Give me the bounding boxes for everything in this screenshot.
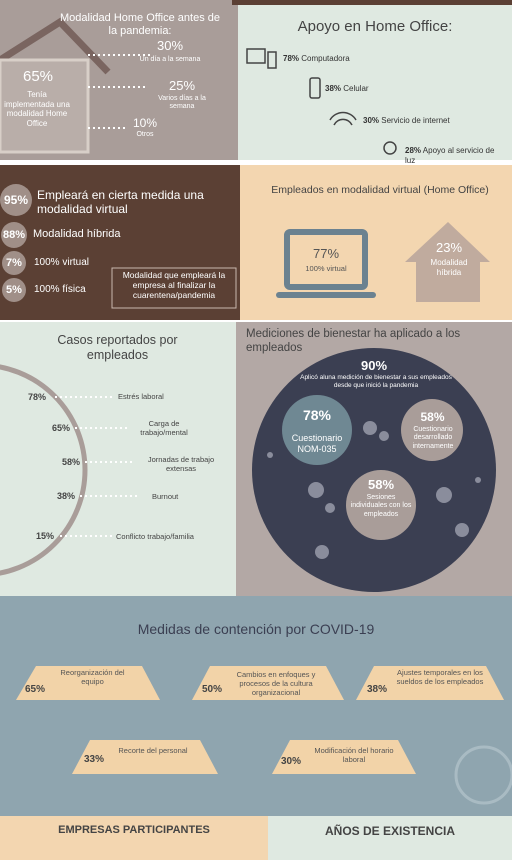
percent: 10% — [132, 116, 158, 130]
support-item: 30% Servicio de internet — [363, 116, 450, 126]
label: Celular — [343, 84, 369, 93]
percent: 25% — [168, 78, 196, 93]
label: Un día a la semana — [139, 56, 201, 63]
label: Computadora — [301, 54, 350, 63]
percent: 58% — [367, 477, 395, 492]
label: 100% virtual — [34, 257, 90, 268]
percent: 38% — [367, 684, 388, 695]
percent: 30% — [156, 38, 184, 53]
label: Recorte del personal — [118, 746, 188, 755]
label: Ajustes temporales en los sueldos de los… — [396, 668, 484, 686]
label: Modalidad híbrida — [430, 258, 468, 277]
section-title: Medidas de contención por COVID-19 — [137, 621, 375, 637]
percent: 28% — [405, 146, 422, 155]
support-item: 38% Celular — [325, 84, 369, 94]
support-item: 78% Computadora — [283, 54, 350, 64]
section-title: Empleados en modalidad virtual (Home Off… — [271, 184, 489, 196]
label: Sesiones individuales con los empleados — [350, 494, 412, 518]
label: Tenía implementada una modalidad Home Of… — [4, 90, 70, 128]
section-title: Modalidad Home Office antes de la pandem… — [60, 12, 220, 38]
percent: 30% — [363, 116, 380, 125]
label: Estrés laboral — [118, 392, 164, 401]
percent: 77% — [312, 246, 340, 261]
percent: 65% — [25, 684, 46, 695]
percent: 58% — [420, 410, 445, 424]
percent: 78% — [302, 407, 332, 423]
percent: 78% — [283, 54, 300, 63]
label: Empleará en cierta medida una modalidad … — [37, 188, 204, 217]
label: Cuestionario NOM-035 — [291, 433, 343, 454]
percent: 65% — [52, 423, 71, 433]
percent: 65% — [22, 68, 54, 85]
label: Carga de trabajo/mental — [140, 419, 188, 437]
percent: 88% — [2, 229, 26, 241]
percent: 5% — [6, 284, 22, 296]
footer-title: AÑOS DE EXISTENCIA — [324, 824, 456, 838]
percent: 30% — [281, 756, 302, 767]
label: Cuestionario desarrollado internamente — [412, 426, 454, 450]
section-title: Mediciones de bienestar ha aplicado a lo… — [246, 328, 461, 354]
label: 100% física — [34, 284, 86, 295]
note: Modalidad que empleará la empresa al fin… — [122, 270, 226, 301]
section-title: Apoyo en Home Office: — [297, 18, 453, 35]
percent: 33% — [84, 754, 105, 765]
label: Modalidad híbrida — [33, 228, 121, 240]
percent: 15% — [36, 531, 55, 541]
label: Servicio de internet — [381, 116, 450, 125]
percent: 90% — [360, 358, 388, 373]
percent: 38% — [325, 84, 342, 93]
label: Jornadas de trabajo extensas — [147, 455, 215, 473]
label: Cambios en enfoques y procesos de la cul… — [236, 670, 316, 697]
label: Conflicto trabajo/familia — [116, 532, 194, 541]
percent: 58% — [62, 457, 81, 467]
label: Aplicó aluna medición de bienestar a sus… — [300, 374, 452, 389]
percent: 7% — [6, 257, 22, 269]
label: Otros — [136, 131, 154, 138]
label: Varios días a la semana — [158, 95, 206, 111]
percent: 38% — [57, 491, 76, 501]
percent: 78% — [28, 392, 47, 402]
percent: 95% — [3, 193, 29, 207]
label: Apoyo al servicio de luz — [405, 146, 495, 165]
footer-title: EMPRESAS PARTICIPANTES — [58, 824, 210, 836]
percent: 50% — [202, 684, 223, 695]
section-title: Casos reportados por empleados — [57, 333, 178, 362]
support-item: 28% Apoyo al servicio de luz — [405, 146, 505, 165]
label: Reorganización del equipo — [60, 668, 125, 686]
label: Burnout — [152, 492, 179, 501]
label: Modificación del horario laboral — [314, 746, 394, 764]
percent: 23% — [435, 240, 463, 255]
label: 100% virtual — [305, 264, 347, 273]
